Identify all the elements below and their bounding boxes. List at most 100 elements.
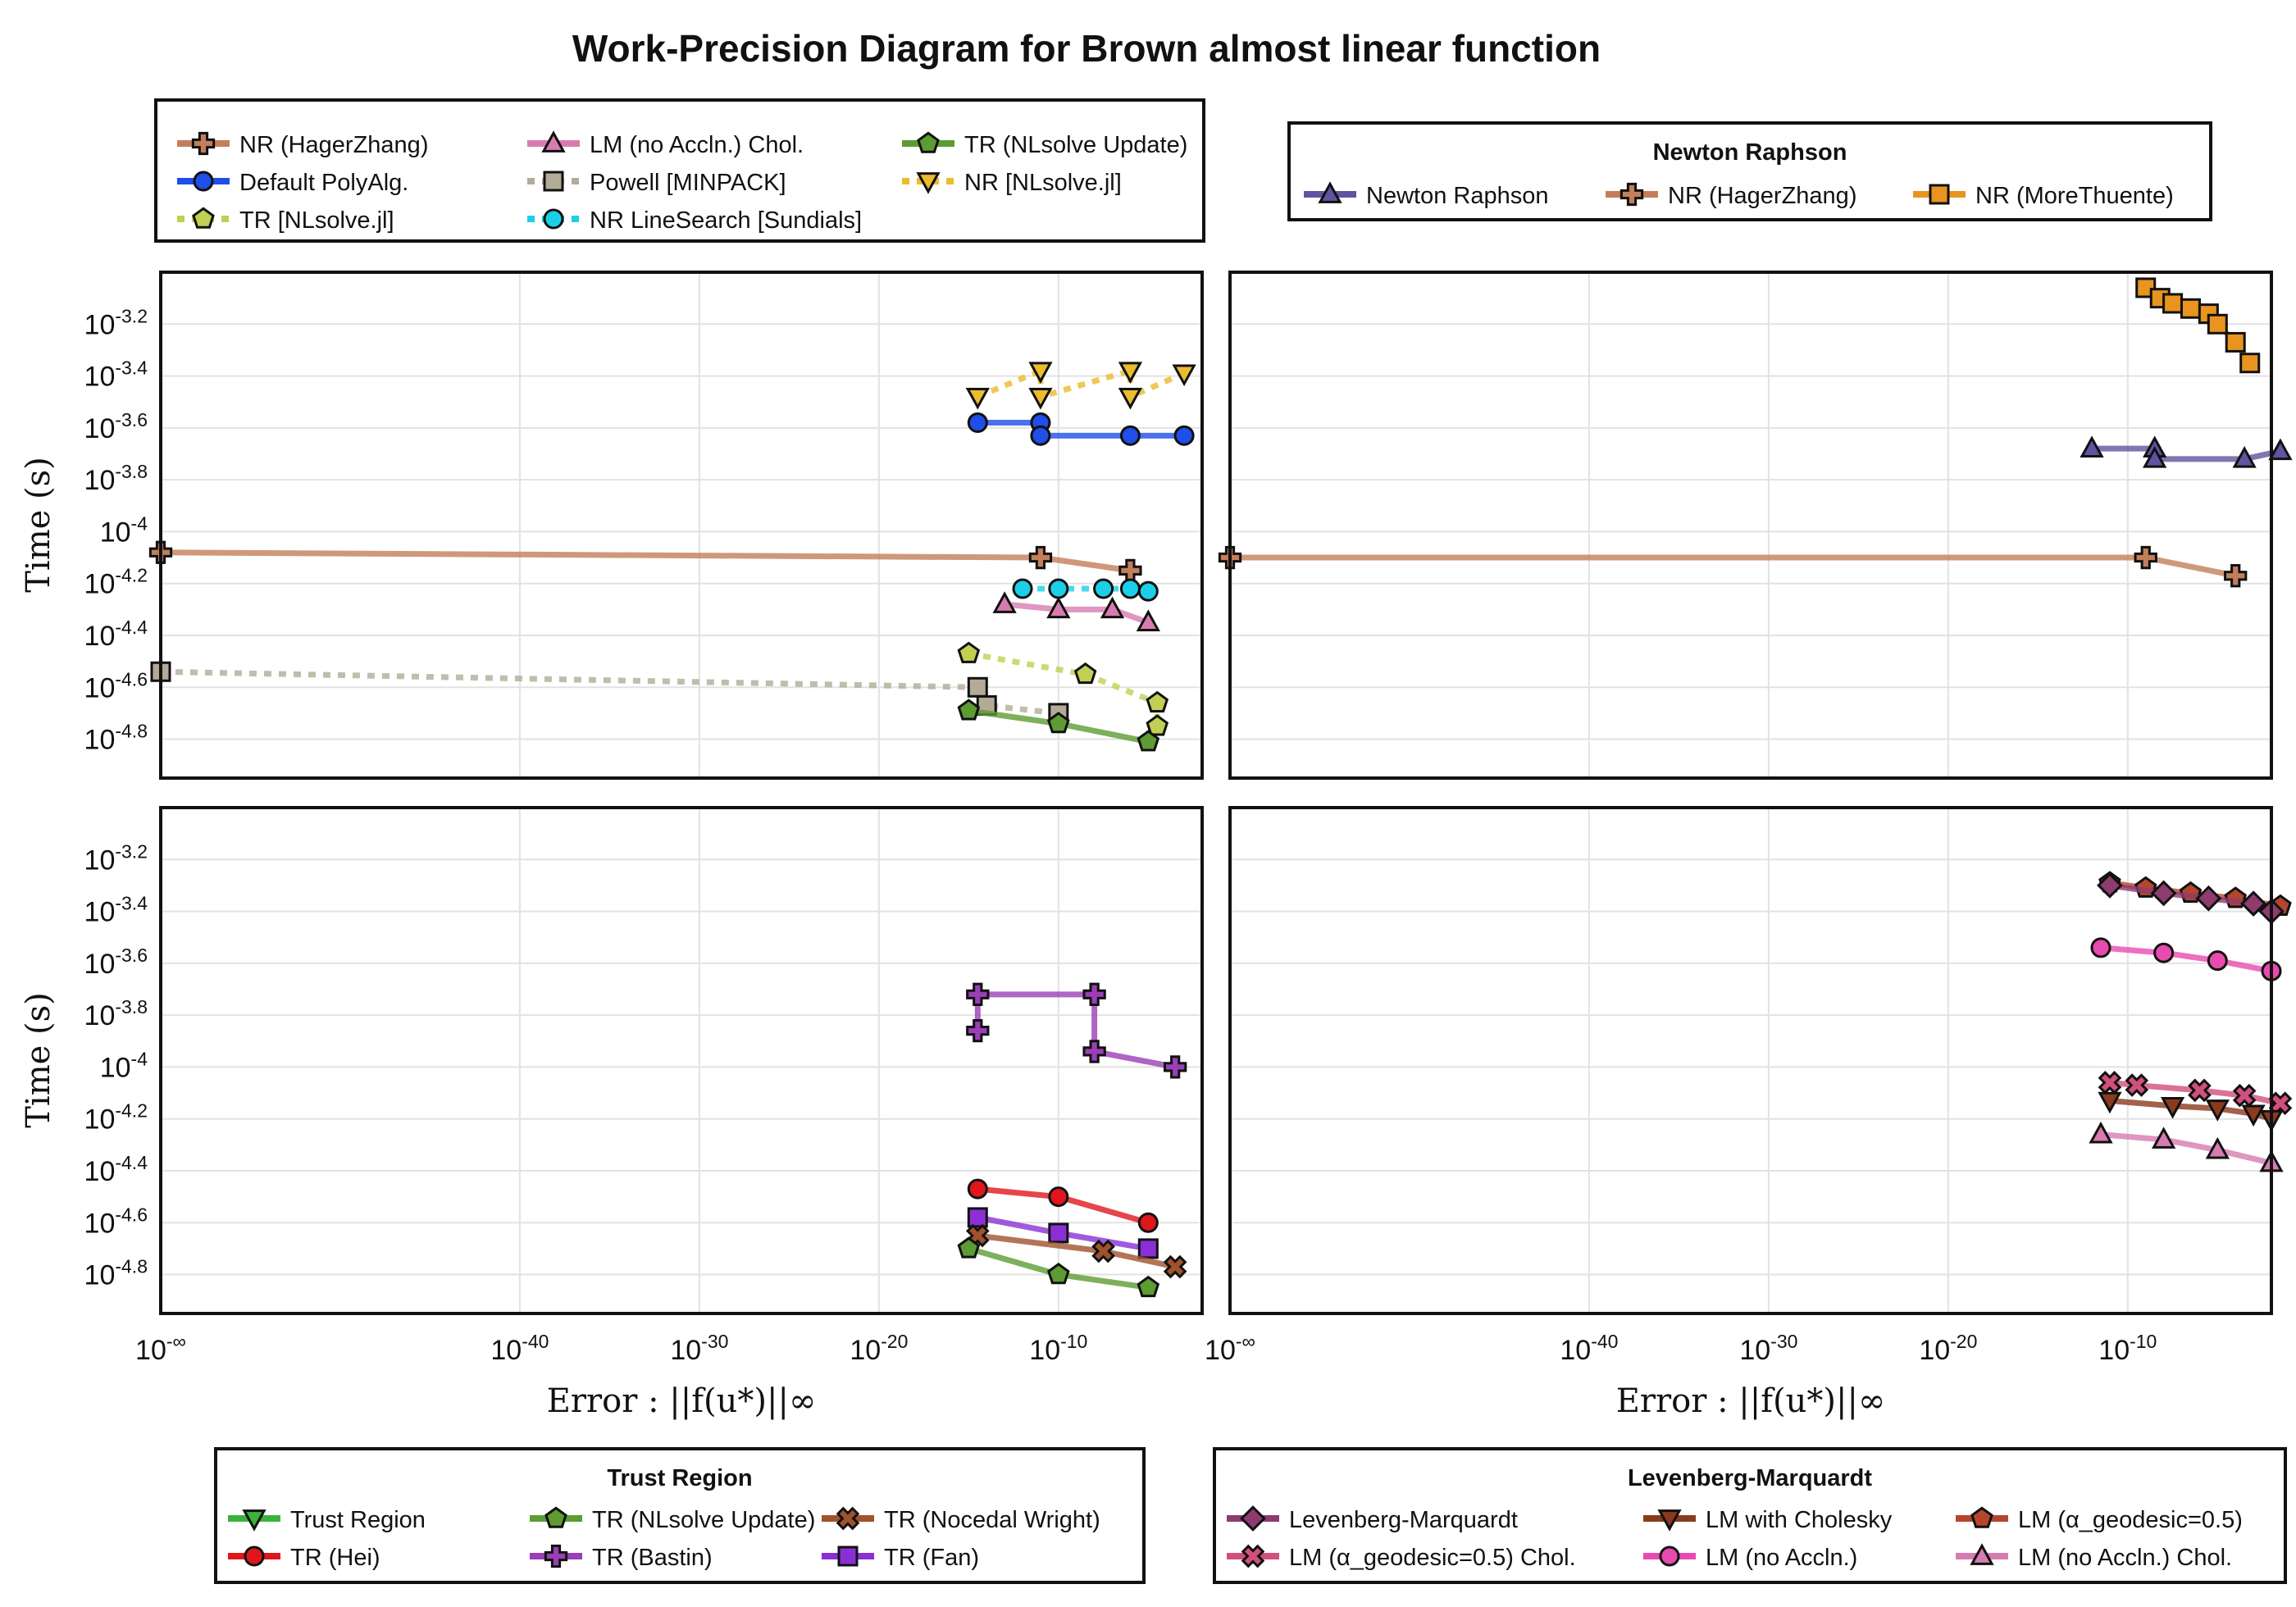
data-point (2098, 1071, 2122, 1095)
x-tick-label: 10-40 (1560, 1331, 1618, 1366)
legend-marker (1657, 1509, 1682, 1532)
x-tick-label: 10-10 (2098, 1331, 2157, 1366)
data-point (2188, 1078, 2212, 1103)
y-tick-label: 10-3.6 (84, 409, 148, 444)
data-point (1028, 545, 1053, 570)
series-line (977, 420, 1185, 439)
legend-label: Powell [MINPACK] (590, 170, 786, 196)
data-point (2080, 435, 2104, 458)
legend-bottom-right: Levenberg-Marquardt Levenberg-Marquardt LM… (1213, 1447, 2287, 1584)
legend-frame (214, 1447, 1146, 1584)
data-point (957, 1236, 981, 1259)
legend-entry: TR (NLsolve Update) (902, 131, 1187, 158)
data-point (1137, 730, 1160, 752)
grid (1229, 808, 2271, 1313)
legend-marker (1929, 184, 1950, 205)
y-tick-label: 10-3.2 (84, 305, 148, 340)
series-tr-nlsolve-update- (957, 1236, 1160, 1298)
legend-marker (543, 171, 564, 192)
data-point (2097, 872, 2123, 899)
series-tr-nlsolve-jl- (957, 641, 1169, 736)
series-line (2092, 445, 2281, 462)
series-newton-raphson (2080, 435, 2293, 468)
y-axis-title: Time (s) (20, 457, 57, 593)
series-line (1230, 554, 2236, 579)
y-tick-label: 10-4 (100, 512, 148, 548)
data-point (1173, 425, 1195, 446)
x-tick-label: 10-10 (1029, 1331, 1087, 1366)
y-tick-label: 10-3.2 (84, 840, 148, 876)
panel-bottom-left: 10-3.2 10-3.4 10-3.6 10-3.8 10-4 10-4.2 10-4.4… (84, 806, 1204, 1366)
series-line (2100, 1131, 2272, 1166)
series-tr-nlsolve-update- (957, 699, 1160, 752)
data-point (1146, 714, 1169, 736)
y-tick-label: 10-3.8 (84, 461, 148, 496)
legend-marker (192, 207, 215, 229)
legend-label: TR [NLsolve.jl] (239, 207, 394, 234)
series-nr-linesearch-sundials- (1012, 578, 1159, 602)
data-point (1137, 1275, 1160, 1298)
data-point (2239, 353, 2261, 374)
data-point (2205, 1136, 2230, 1159)
x-tick-label: 10-40 (490, 1331, 549, 1366)
legend-marker (1318, 181, 1342, 203)
data-point (1048, 1222, 1069, 1244)
data-point (1163, 1254, 1187, 1279)
legend-marker (837, 1546, 859, 1567)
panel-bottom-right: 10-∞ 10-40 10-30 10-20 10-10 (1205, 806, 2293, 1366)
series-nr-nlsolve-jl- (965, 362, 1196, 410)
series-nr-morethuente- (2135, 277, 2261, 374)
legend-title: Levenberg-Marquardt (1628, 1465, 1872, 1491)
data-point (1146, 690, 1169, 712)
legend-entry: Default PolyAlg. (177, 170, 408, 196)
data-point (2232, 446, 2257, 468)
y-tick-label: 10-4.6 (84, 1204, 148, 1239)
legend-marker (543, 208, 564, 230)
panel-top-left: 10-3.2 10-3.4 10-3.6 10-3.8 10-4 10-4.2 10-4.4… (84, 271, 1204, 780)
legend-frame (1213, 1447, 2287, 1584)
y-tick-label: 10-4.4 (84, 617, 148, 652)
legend-marker (1240, 1505, 1266, 1532)
data-point (1082, 982, 1106, 1006)
data-point (2225, 331, 2246, 353)
legend-title: Newton Raphson (1653, 139, 1847, 166)
legend-label: LM (α_geodesic=0.5) Chol. (1289, 1545, 1576, 1571)
series-lm-no-accln-chol- (992, 591, 1160, 632)
y-tick-label: 10-4.6 (84, 668, 148, 703)
data-point (2224, 564, 2248, 588)
data-point (1048, 1186, 1069, 1208)
data-point (992, 591, 1017, 613)
legend-entry: LM (no Accln.) Chol. (1956, 1543, 2232, 1571)
legend-label: NR (HagerZhang) (239, 132, 428, 158)
legend-frame (1287, 121, 2212, 221)
legend-label: Trust Region (290, 1507, 426, 1533)
y-tick-label: 10-4 (100, 1048, 148, 1083)
legend-marker (544, 1506, 567, 1528)
y-tick-label: 10-4.4 (84, 1152, 148, 1187)
legend-entry: Newton Raphson (1304, 181, 1548, 209)
series-lm-no-accln-chol- (2089, 1121, 2284, 1172)
legend-entry: LM with Cholesky (1643, 1507, 1893, 1533)
y-tick-label: 10-4.2 (84, 1100, 148, 1136)
series-default-polyalg- (967, 412, 1195, 446)
data-point (2207, 313, 2228, 335)
legend-label: Default PolyAlg. (239, 170, 408, 196)
data-point (1118, 558, 1142, 583)
data-point (2232, 1083, 2257, 1108)
series-nr-hagerzhang- (148, 540, 1142, 583)
data-point (1091, 1239, 1115, 1263)
data-point (967, 676, 988, 698)
data-point (965, 388, 990, 410)
legend-marker (1659, 1546, 1680, 1567)
legend-entry: NR [NLsolve.jl] (902, 170, 1122, 196)
x-tick-label: 10-30 (1739, 1331, 1797, 1366)
data-point (1012, 578, 1033, 599)
legend-entry: LM (α_geodesic=0.5) (1956, 1506, 2243, 1533)
data-point (1164, 1055, 1187, 1079)
y-tick-label: 10-3.4 (84, 357, 148, 393)
legend-entry: Trust Region (228, 1507, 426, 1533)
data-point (967, 412, 988, 434)
data-point (2268, 438, 2293, 461)
legend-top-left: NR (HagerZhang) LM (no Accln.) Chol. TR (N… (154, 98, 1205, 243)
series-tr-bastin- (966, 982, 1187, 1079)
